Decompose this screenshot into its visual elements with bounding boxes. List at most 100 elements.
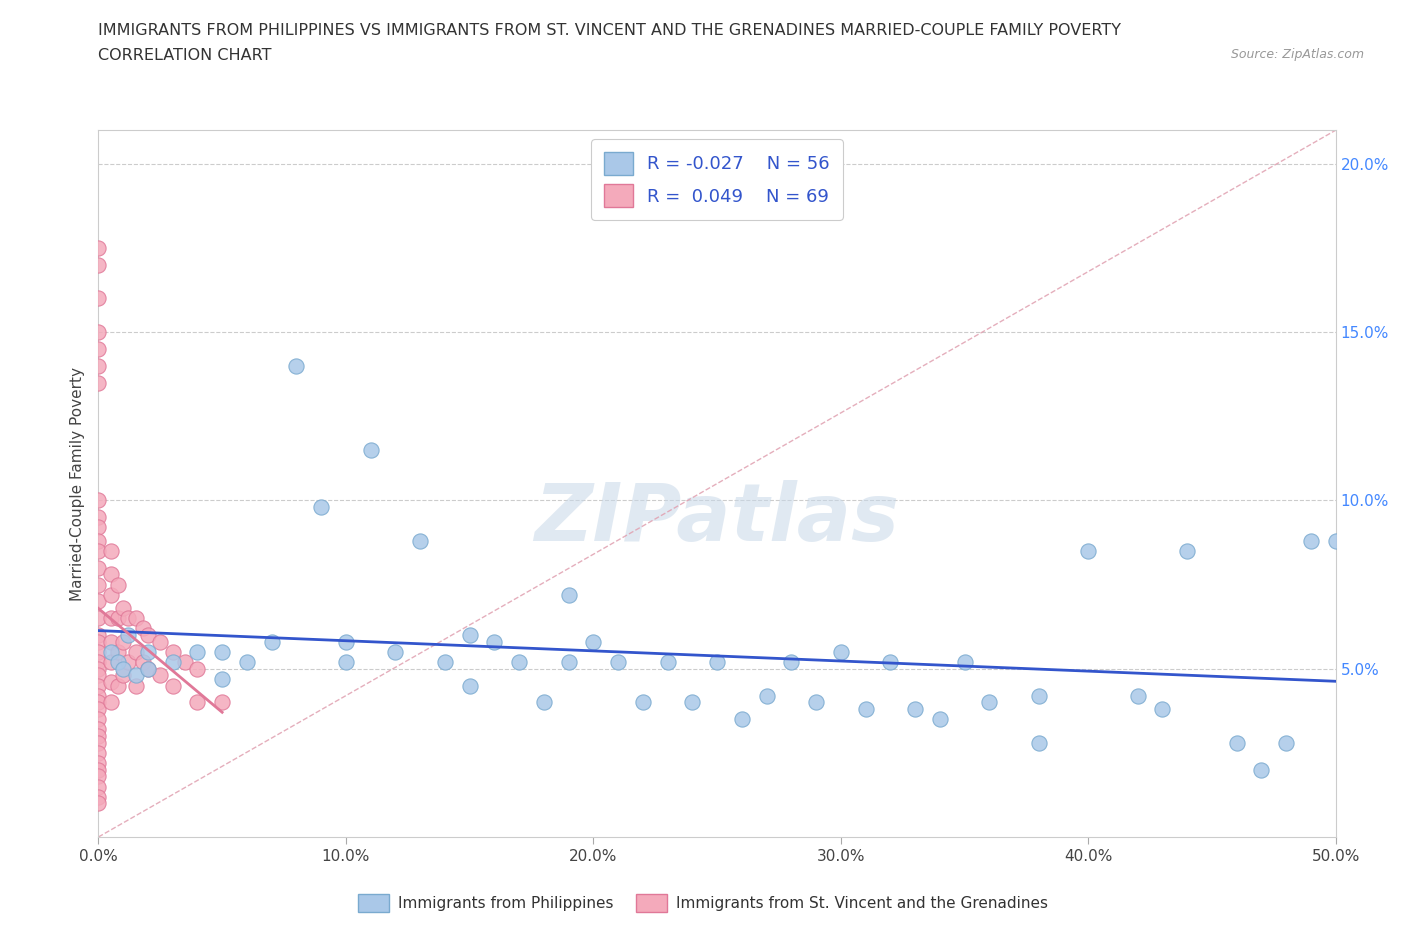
Point <box>1077 543 1099 558</box>
Point <box>117 655 139 670</box>
Point <box>87 701 110 716</box>
Point <box>100 587 122 602</box>
Text: IMMIGRANTS FROM PHILIPPINES VS IMMIGRANTS FROM ST. VINCENT AND THE GRENADINES MA: IMMIGRANTS FROM PHILIPPINES VS IMMIGRANT… <box>98 23 1122 38</box>
Point <box>87 578 110 592</box>
Point <box>1028 688 1050 703</box>
Point <box>100 567 122 582</box>
Point <box>87 695 110 710</box>
Point <box>87 634 110 649</box>
Point <box>107 644 129 659</box>
Text: CORRELATION CHART: CORRELATION CHART <box>98 48 271 63</box>
Point <box>87 796 110 811</box>
Point <box>804 695 827 710</box>
Point <box>1275 736 1298 751</box>
Point <box>87 560 110 575</box>
Point <box>112 601 135 616</box>
Point <box>87 668 110 683</box>
Point <box>1250 763 1272 777</box>
Point <box>879 655 901 670</box>
Point <box>360 443 382 458</box>
Point <box>124 644 146 659</box>
Point <box>1028 736 1050 751</box>
Text: ZIPatlas: ZIPatlas <box>534 480 900 558</box>
Point <box>100 695 122 710</box>
Point <box>830 644 852 659</box>
Point <box>107 578 129 592</box>
Point <box>855 701 877 716</box>
Legend: Immigrants from Philippines, Immigrants from St. Vincent and the Grenadines: Immigrants from Philippines, Immigrants … <box>352 888 1054 918</box>
Point <box>384 644 406 659</box>
Point <box>112 668 135 683</box>
Point <box>87 711 110 726</box>
Point <box>186 644 208 659</box>
Point <box>186 661 208 676</box>
Point <box>87 534 110 549</box>
Point <box>780 655 803 670</box>
Point <box>87 728 110 743</box>
Point <box>433 655 456 670</box>
Point <box>309 499 332 514</box>
Point <box>87 258 110 272</box>
Point <box>117 611 139 626</box>
Point <box>132 655 155 670</box>
Text: Source: ZipAtlas.com: Source: ZipAtlas.com <box>1230 48 1364 61</box>
Point <box>100 543 122 558</box>
Point <box>681 695 703 710</box>
Point <box>87 594 110 609</box>
Point <box>87 543 110 558</box>
Point <box>107 678 129 693</box>
Point <box>87 678 110 693</box>
Legend: R = -0.027    N = 56, R =  0.049    N = 69: R = -0.027 N = 56, R = 0.049 N = 69 <box>592 140 842 219</box>
Point <box>1175 543 1198 558</box>
Point <box>87 241 110 256</box>
Point <box>1152 701 1174 716</box>
Point <box>149 668 172 683</box>
Point <box>87 769 110 784</box>
Point <box>112 661 135 676</box>
Point <box>211 695 233 710</box>
Point <box>87 493 110 508</box>
Point <box>117 628 139 643</box>
Point <box>100 655 122 670</box>
Point <box>112 634 135 649</box>
Point <box>755 688 778 703</box>
Point <box>260 634 283 649</box>
Point <box>107 611 129 626</box>
Point <box>904 701 927 716</box>
Point <box>557 587 579 602</box>
Point <box>87 644 110 659</box>
Point <box>100 644 122 659</box>
Point <box>731 711 754 726</box>
Point <box>87 611 110 626</box>
Point <box>162 655 184 670</box>
Point <box>87 722 110 737</box>
Point <box>87 291 110 306</box>
Point <box>335 634 357 649</box>
Point <box>335 655 357 670</box>
Point <box>87 790 110 804</box>
Point <box>87 655 110 670</box>
Point <box>607 655 630 670</box>
Point <box>1324 534 1347 549</box>
Point <box>657 655 679 670</box>
Point <box>162 678 184 693</box>
Point <box>484 634 506 649</box>
Point <box>174 655 197 670</box>
Point <box>1126 688 1149 703</box>
Point <box>87 628 110 643</box>
Point <box>186 695 208 710</box>
Point <box>87 755 110 770</box>
Point <box>409 534 432 549</box>
Point <box>285 358 308 373</box>
Point <box>100 634 122 649</box>
Point <box>706 655 728 670</box>
Point <box>236 655 259 670</box>
Point <box>87 779 110 794</box>
Point <box>87 746 110 761</box>
Point <box>582 634 605 649</box>
Point <box>87 510 110 525</box>
Point <box>136 661 159 676</box>
Point <box>132 621 155 636</box>
Point <box>928 711 950 726</box>
Point <box>87 325 110 339</box>
